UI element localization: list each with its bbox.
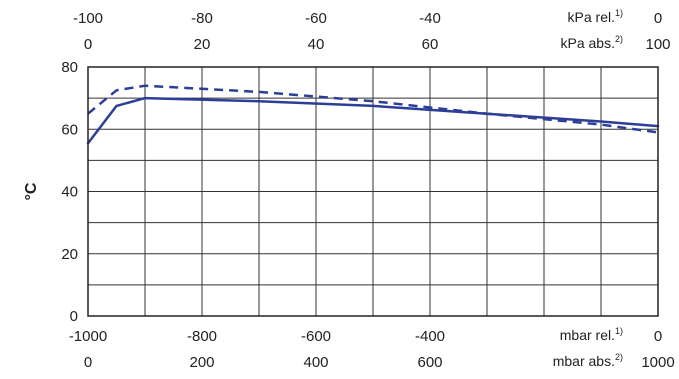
bottom-abs-tick-label: 600 — [417, 354, 442, 371]
bottom-rel-tick-label: -400 — [415, 328, 445, 345]
y-tick-label: 80 — [61, 59, 78, 76]
bottom-abs-tick-label: 1000 — [641, 354, 674, 371]
top-rel-tick-label: 0 — [654, 10, 662, 27]
grid — [88, 67, 658, 316]
top-abs-tick-label: 0 — [84, 36, 92, 53]
plot-frame — [87, 66, 659, 317]
bottom-rel-tick-label: -600 — [301, 328, 331, 345]
bottom-abs-tick-label: 200 — [189, 354, 214, 371]
top-abs-tick-label: 60 — [422, 36, 439, 53]
top-abs-tick-label: 40 — [308, 36, 325, 53]
top-rel-tick-label: -80 — [191, 10, 213, 27]
top-rel-tick-label: -60 — [305, 10, 327, 27]
bottom-rel-tick-label: -800 — [187, 328, 217, 345]
top-rel-tick-labels: -100 -80 -60 -40 0 — [73, 10, 662, 27]
bottom-abs-tick-labels: 0 200 400 600 1000 — [84, 354, 675, 371]
top-abs-unit-label: kPa abs.2) — [561, 34, 624, 51]
bottom-rel-tick-label: -1000 — [69, 328, 107, 345]
top-rel-tick-label: -100 — [73, 10, 103, 27]
bottom-rel-tick-labels: -1000 -800 -600 -400 0 — [69, 328, 662, 345]
top-rel-tick-label: -40 — [419, 10, 441, 27]
top-abs-tick-labels: 0 20 40 60 100 — [84, 36, 671, 53]
top-abs-tick-label: 20 — [194, 36, 211, 53]
series-layer — [86, 84, 660, 145]
y-tick-labels: 0 20 40 60 80 — [61, 59, 78, 325]
y-axis-label: °C — [23, 182, 40, 200]
y-tick-label: 60 — [61, 121, 78, 138]
bottom-rel-unit-label: mbar rel.1) — [560, 326, 623, 343]
bottom-abs-tick-label: 0 — [84, 354, 92, 371]
bottom-rel-tick-label: 0 — [654, 328, 662, 345]
top-abs-tick-label: 100 — [645, 36, 670, 53]
top-rel-unit-label: kPa rel.1) — [568, 8, 623, 25]
y-tick-label: 0 — [70, 308, 78, 325]
bottom-abs-tick-label: 400 — [303, 354, 328, 371]
series-line-solid — [86, 96, 660, 145]
y-tick-label: 20 — [61, 246, 78, 263]
y-tick-label: 40 — [61, 184, 78, 201]
bottom-abs-unit-label: mbar abs.2) — [553, 352, 623, 369]
